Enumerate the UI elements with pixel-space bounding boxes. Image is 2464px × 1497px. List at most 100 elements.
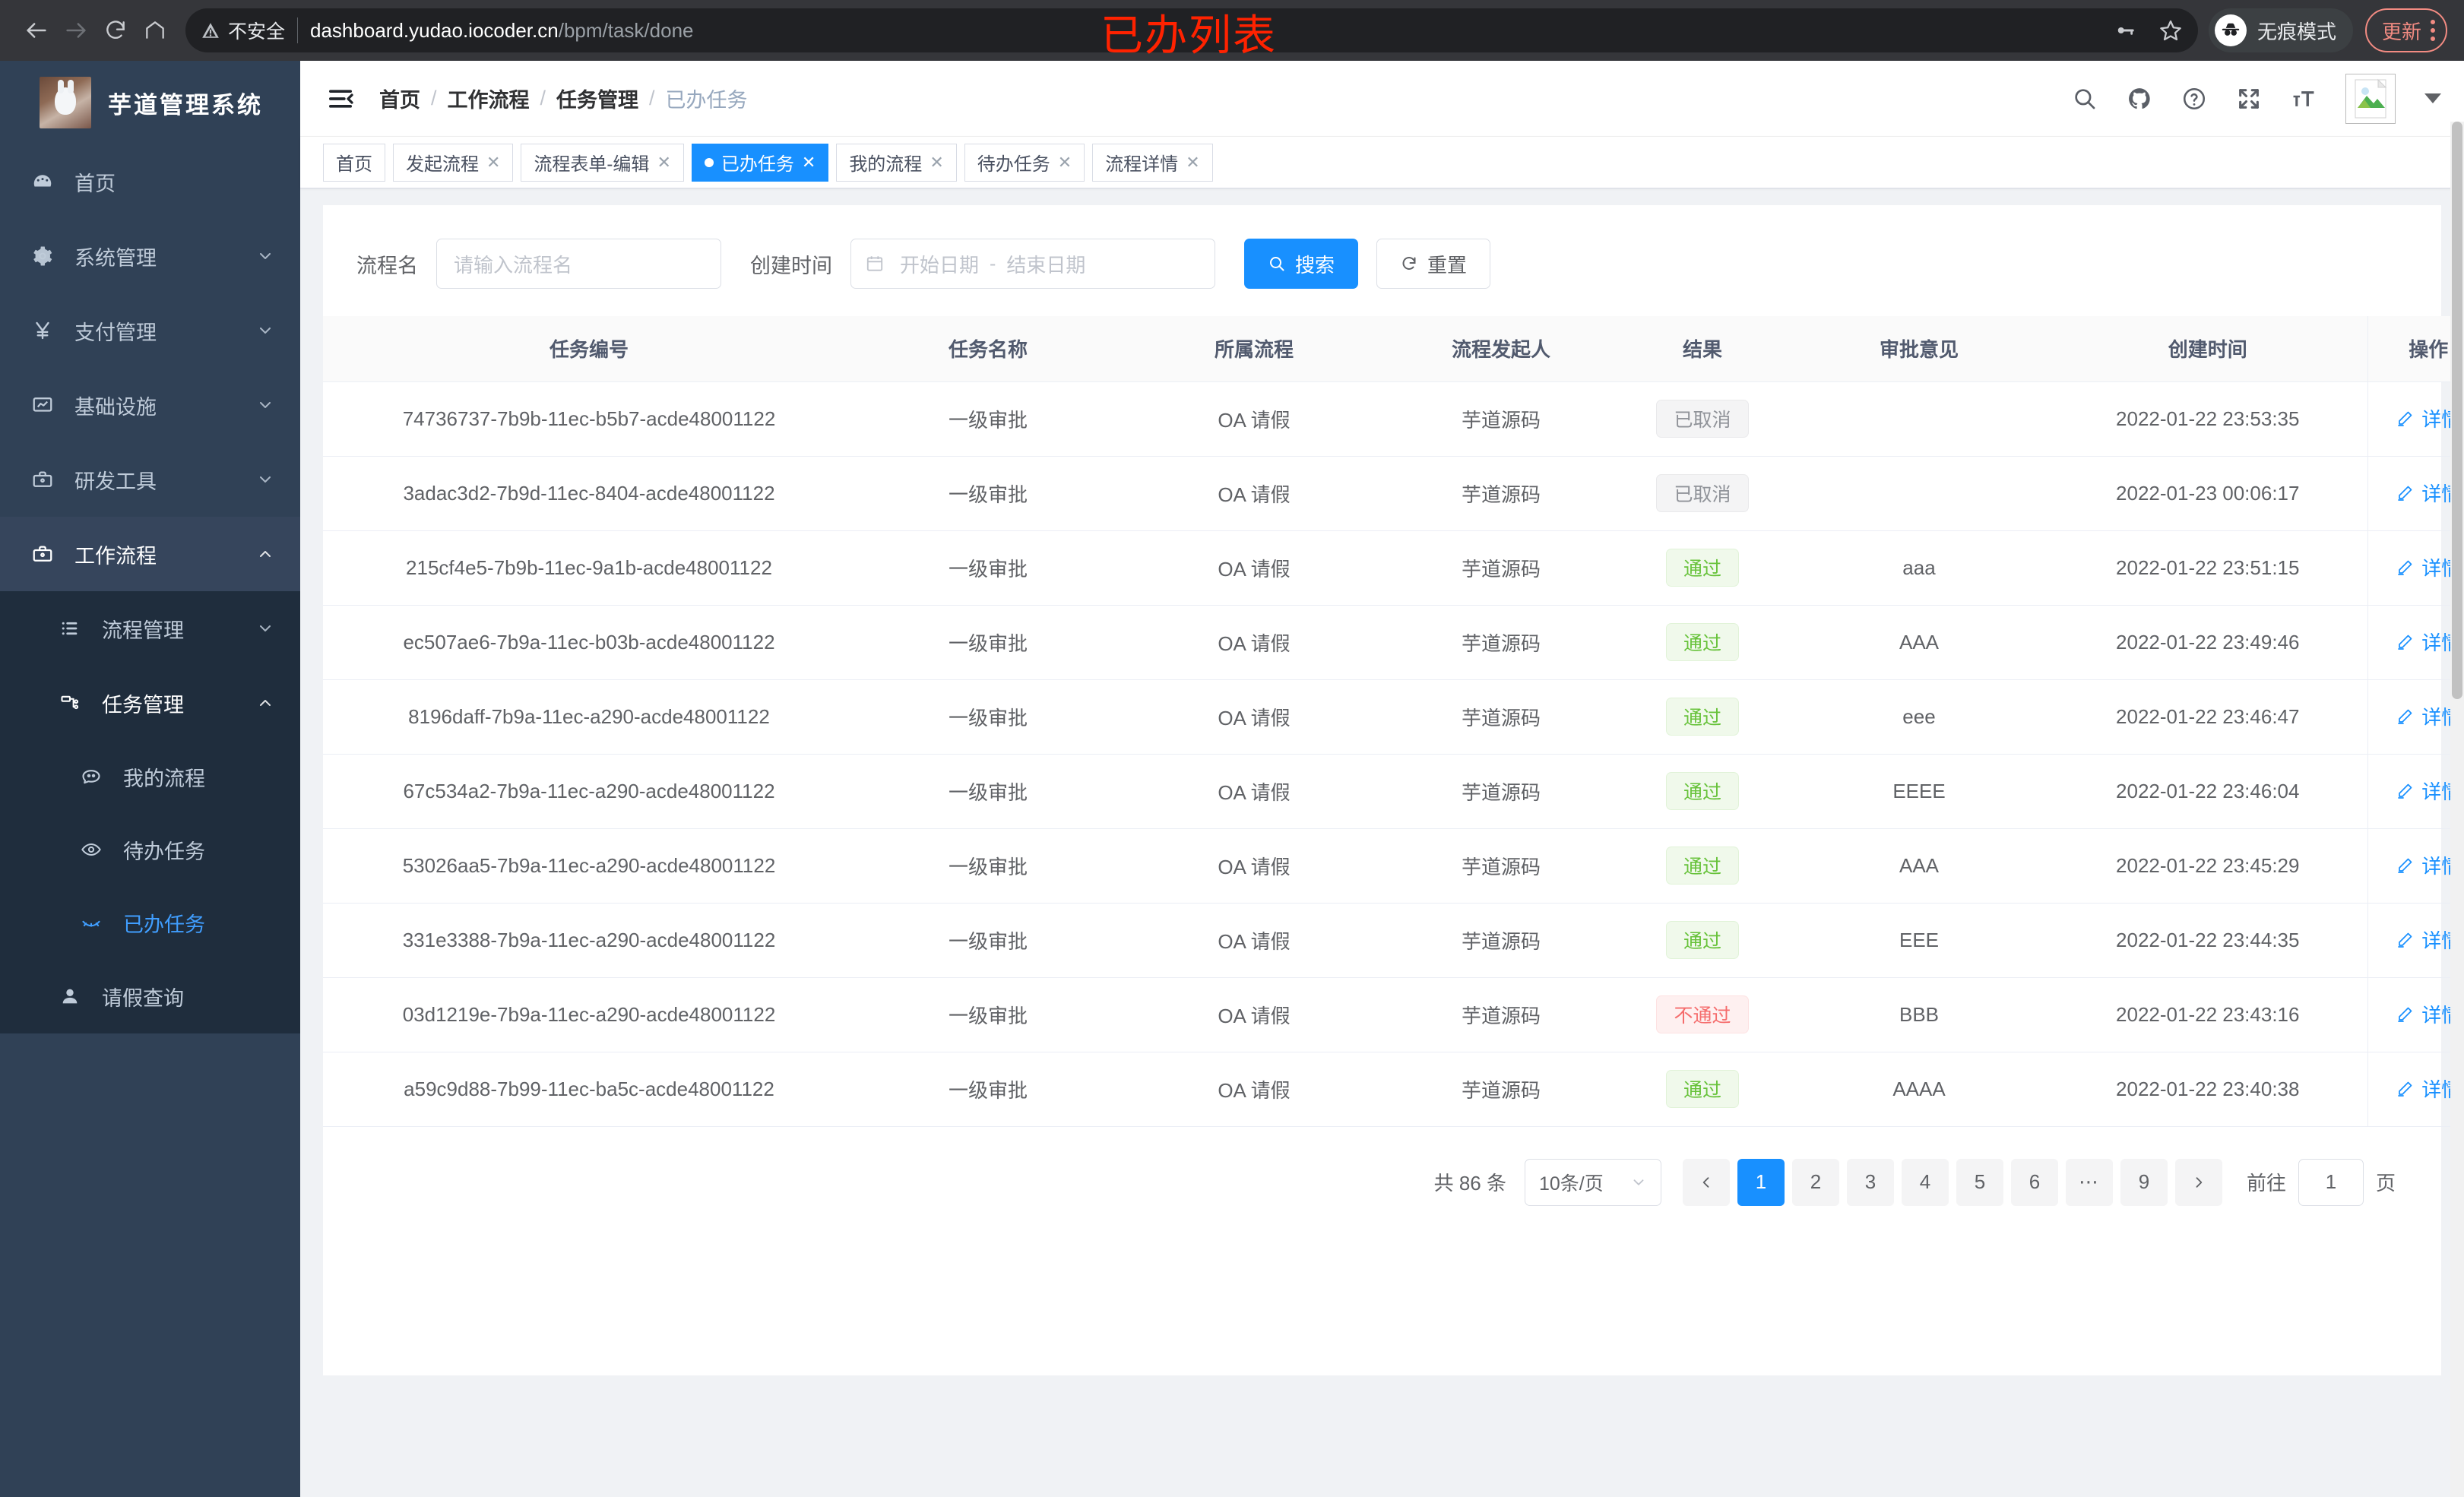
incognito-icon: [2214, 14, 2247, 46]
tab-process-detail[interactable]: 流程详情 ✕: [1092, 143, 1213, 182]
process-name-input[interactable]: 请输入流程名: [436, 239, 721, 289]
sidebar-item-infrastructure[interactable]: 基础设施: [0, 368, 300, 442]
close-icon[interactable]: ✕: [1057, 152, 1072, 172]
sidebar-item-label: 工作流程: [74, 544, 157, 568]
incognito-indicator[interactable]: 无痕模式: [2208, 8, 2353, 52]
search-icon[interactable]: [2072, 86, 2098, 112]
cell-result: 已取消: [1615, 381, 1790, 457]
table-header: 任务编号 任务名称 所属流程 流程发起人 结果 审批意见 创建时间 操作: [323, 316, 2464, 382]
kebab-menu-icon[interactable]: [2431, 20, 2435, 41]
pagination-page-3[interactable]: 3: [1846, 1158, 1894, 1206]
tab-process-form-edit[interactable]: 流程表单-编辑 ✕: [521, 143, 684, 182]
forward-arrow-icon[interactable]: [56, 11, 96, 50]
filter-form: 流程名 请输入流程名 创建时间 开始日期 - 结束日期: [323, 205, 2441, 316]
sidebar-item-todo-tasks[interactable]: 待办任务: [0, 813, 300, 886]
cell-task-name: 一级审批: [855, 977, 1121, 1052]
cell-operation: 详情: [2367, 977, 2464, 1052]
sidebar-item-my-process[interactable]: 我的流程: [0, 740, 300, 813]
cell-result: 通过: [1615, 1052, 1790, 1127]
jump-page-input[interactable]: 1: [2298, 1158, 2364, 1206]
page-size-select[interactable]: 10条/页: [1524, 1158, 1661, 1206]
refresh-icon: [1400, 255, 1418, 273]
cell-task-name: 一级审批: [855, 530, 1121, 606]
back-arrow-icon[interactable]: [17, 11, 56, 50]
bookmark-star-icon[interactable]: [2158, 18, 2183, 43]
cell-task-id: 8196daff-7b9a-11ec-a290-acde48001122: [323, 679, 855, 755]
cell-created-time: 2022-01-22 23:49:46: [2048, 605, 2367, 680]
insecure-warning-icon: [201, 21, 220, 40]
monitor-chart-icon: [27, 394, 58, 416]
sidebar-item-home[interactable]: 首页: [0, 144, 300, 219]
close-icon[interactable]: ✕: [930, 152, 944, 172]
cell-task-id: 331e3388-7b9a-11ec-a290-acde48001122: [323, 903, 855, 978]
sidebar-logo[interactable]: 芋道管理系统: [0, 61, 300, 144]
tab-todo-tasks[interactable]: 待办任务 ✕: [964, 143, 1085, 182]
close-icon[interactable]: ✕: [1186, 152, 1200, 172]
close-icon[interactable]: ✕: [801, 152, 816, 172]
key-icon[interactable]: [2114, 19, 2137, 42]
breadcrumb-item-workflow[interactable]: 工作流程: [447, 89, 530, 112]
cell-operation: 详情: [2367, 679, 2464, 755]
chevron-up-icon: [256, 545, 274, 563]
font-size-icon[interactable]: [2291, 86, 2317, 112]
sidebar-item-done-tasks[interactable]: 已办任务: [0, 886, 300, 959]
sidebar-item-workflow[interactable]: 工作流程: [0, 517, 300, 591]
address-bar[interactable]: 不安全 dashboard.yudao.iocoder.cn /bpm/task…: [185, 8, 2198, 52]
github-icon[interactable]: [2127, 86, 2152, 112]
cell-opinion: eee: [1790, 679, 2048, 755]
cell-created-time: 2022-01-22 23:46:04: [2048, 754, 2367, 829]
active-tab-dot-icon: [704, 157, 714, 167]
column-header-initiator: 流程发起人: [1387, 316, 1615, 382]
sidebar-item-process-management[interactable]: 流程管理: [0, 591, 300, 666]
home-icon[interactable]: [135, 11, 175, 50]
pagination-next-button[interactable]: [2174, 1158, 2222, 1206]
pagination-page-4[interactable]: 4: [1901, 1158, 1949, 1206]
search-button[interactable]: 搜索: [1244, 239, 1359, 289]
tab-my-process[interactable]: 我的流程 ✕: [836, 143, 957, 182]
cell-process: OA 请假: [1121, 530, 1387, 606]
close-icon[interactable]: ✕: [486, 152, 501, 172]
cell-operation: 详情: [2367, 605, 2464, 680]
pagination-page-2[interactable]: 2: [1791, 1158, 1839, 1206]
create-time-range-picker[interactable]: 开始日期 - 结束日期: [850, 239, 1215, 289]
pagination-page-6[interactable]: 6: [2010, 1158, 2058, 1206]
tab-home[interactable]: 首页: [323, 143, 385, 182]
scrollbar-thumb[interactable]: [2452, 122, 2462, 699]
sidebar-item-devtools[interactable]: 研发工具: [0, 442, 300, 517]
page-scrollbar[interactable]: [2450, 122, 2464, 1497]
sidebar-item-system[interactable]: 系统管理: [0, 219, 300, 293]
sidebar-item-leave-query[interactable]: 请假查询: [0, 959, 300, 1033]
reload-icon[interactable]: [96, 11, 135, 50]
pagination-page-5[interactable]: 5: [1956, 1158, 2003, 1206]
pagination-prev-button[interactable]: [1682, 1158, 1730, 1206]
page-annotation: 已办列表: [1101, 11, 1277, 61]
pagination-page-1[interactable]: 1: [1737, 1158, 1785, 1206]
chevron-down-icon[interactable]: [2424, 93, 2441, 103]
user-avatar[interactable]: [2345, 73, 2396, 124]
tab-done-tasks[interactable]: 已办任务 ✕: [691, 143, 829, 182]
sidebar-item-payment[interactable]: 支付管理: [0, 293, 300, 368]
security-label: 不安全: [228, 21, 286, 43]
fullscreen-icon[interactable]: [2236, 86, 2262, 112]
sidebar-item-task-management[interactable]: 任务管理: [0, 666, 300, 740]
hamburger-icon[interactable]: [323, 81, 358, 116]
chevron-down-icon: [256, 247, 274, 265]
cell-opinion: AAA: [1790, 828, 2048, 904]
cell-created-time: 2022-01-22 23:43:16: [2048, 977, 2367, 1052]
cell-task-id: 215cf4e5-7b9b-11ec-9a1b-acde48001122: [323, 530, 855, 606]
help-circle-icon[interactable]: [2181, 86, 2207, 112]
breadcrumb-item-home[interactable]: 首页: [379, 89, 420, 112]
update-button[interactable]: 更新: [2364, 8, 2447, 52]
close-icon[interactable]: ✕: [657, 152, 671, 172]
cell-operation: 详情: [2367, 828, 2464, 904]
tab-start-process[interactable]: 发起流程 ✕: [393, 143, 514, 182]
reset-button[interactable]: 重置: [1376, 239, 1491, 289]
sidebar-item-label: 流程管理: [102, 619, 184, 642]
breadcrumb-item-task-management[interactable]: 任务管理: [556, 89, 639, 112]
search-button-label: 搜索: [1295, 253, 1335, 277]
pagination-page-9[interactable]: 9: [2120, 1158, 2168, 1206]
chat-icon: [76, 766, 106, 787]
cell-result: 已取消: [1615, 456, 1790, 531]
column-header-operation: 操作: [2367, 316, 2464, 382]
chevron-down-icon: [256, 396, 274, 414]
